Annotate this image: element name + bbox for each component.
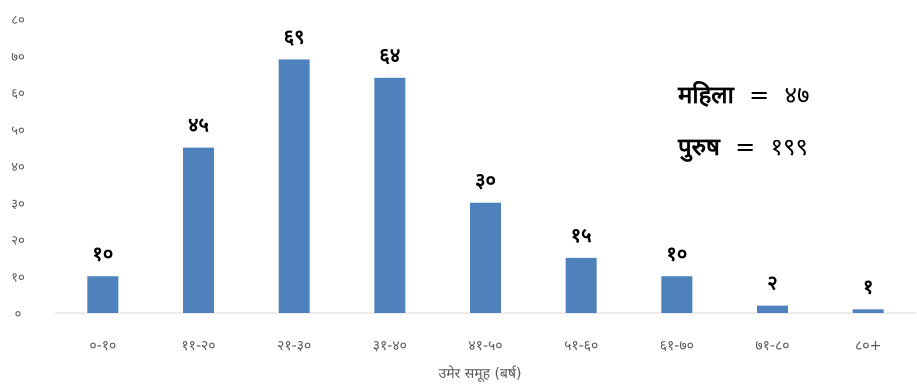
x-axis: ०-१० ११-२० २१-३० ३१-४० ४१-५० ५१-६० ६१-७० ७१-८० ८…	[89, 338, 881, 354]
y-tick-label: ७०	[11, 50, 25, 65]
data-label: ३०	[475, 168, 496, 192]
annotation-male-value: १९९	[770, 133, 808, 161]
annotation-female-value: ४७	[784, 81, 810, 109]
y-axis: ० १० २० ३० ४० ५० ६० ७० ८०	[11, 13, 25, 322]
y-tick-label: ८०	[11, 13, 25, 28]
annotation-female: महिला = ४७	[678, 78, 809, 111]
x-tick-label: ६१-७०	[660, 338, 694, 354]
equals-sign: =	[741, 81, 777, 109]
data-label: १५	[571, 223, 592, 247]
data-label: १	[863, 274, 873, 298]
x-tick-label: ४१-५०	[468, 338, 502, 354]
bar	[183, 147, 214, 313]
y-tick-label: २०	[11, 234, 25, 249]
equals-sign: =	[727, 133, 763, 161]
x-tick-label: ३१-४०	[373, 338, 407, 354]
y-tick-label: १०	[11, 270, 25, 285]
x-tick-label: ८०+	[855, 338, 881, 354]
bar	[852, 309, 884, 313]
x-tick-label: ७१-८०	[755, 338, 789, 354]
y-tick-label: ३०	[11, 197, 25, 212]
data-label: १०	[666, 241, 687, 265]
x-tick-label: ११-२०	[181, 338, 215, 354]
x-tick-label: २१-३०	[277, 338, 311, 354]
data-label: ६४	[379, 43, 400, 67]
x-tick-label: ०-१०	[89, 338, 116, 354]
bar	[470, 202, 501, 313]
y-tick-label: ४०	[11, 160, 25, 175]
bar	[278, 59, 310, 313]
bar	[661, 276, 693, 313]
annotation-male-label: पुरुष	[678, 133, 720, 161]
bars: १० ४५ ६९ ६४ ३० १५ १० २ १	[87, 24, 884, 313]
bar	[757, 305, 788, 313]
bar	[87, 276, 119, 313]
data-label: ६९	[284, 24, 305, 48]
y-tick-label: ६०	[11, 87, 25, 102]
x-axis-title: उमेर समूह (बर्ष)	[439, 365, 522, 382]
data-label: २	[767, 271, 777, 295]
annotation-male: पुरुष = १९९	[678, 130, 808, 163]
data-label: ४५	[188, 113, 209, 137]
annotation-female-label: महिला	[678, 81, 734, 109]
bar	[374, 77, 406, 313]
bar	[565, 257, 597, 313]
y-tick-label: ५०	[11, 123, 25, 138]
x-tick-label: ५१-६०	[564, 338, 598, 354]
y-tick-label: ०	[15, 307, 22, 322]
data-label: १०	[92, 241, 113, 265]
